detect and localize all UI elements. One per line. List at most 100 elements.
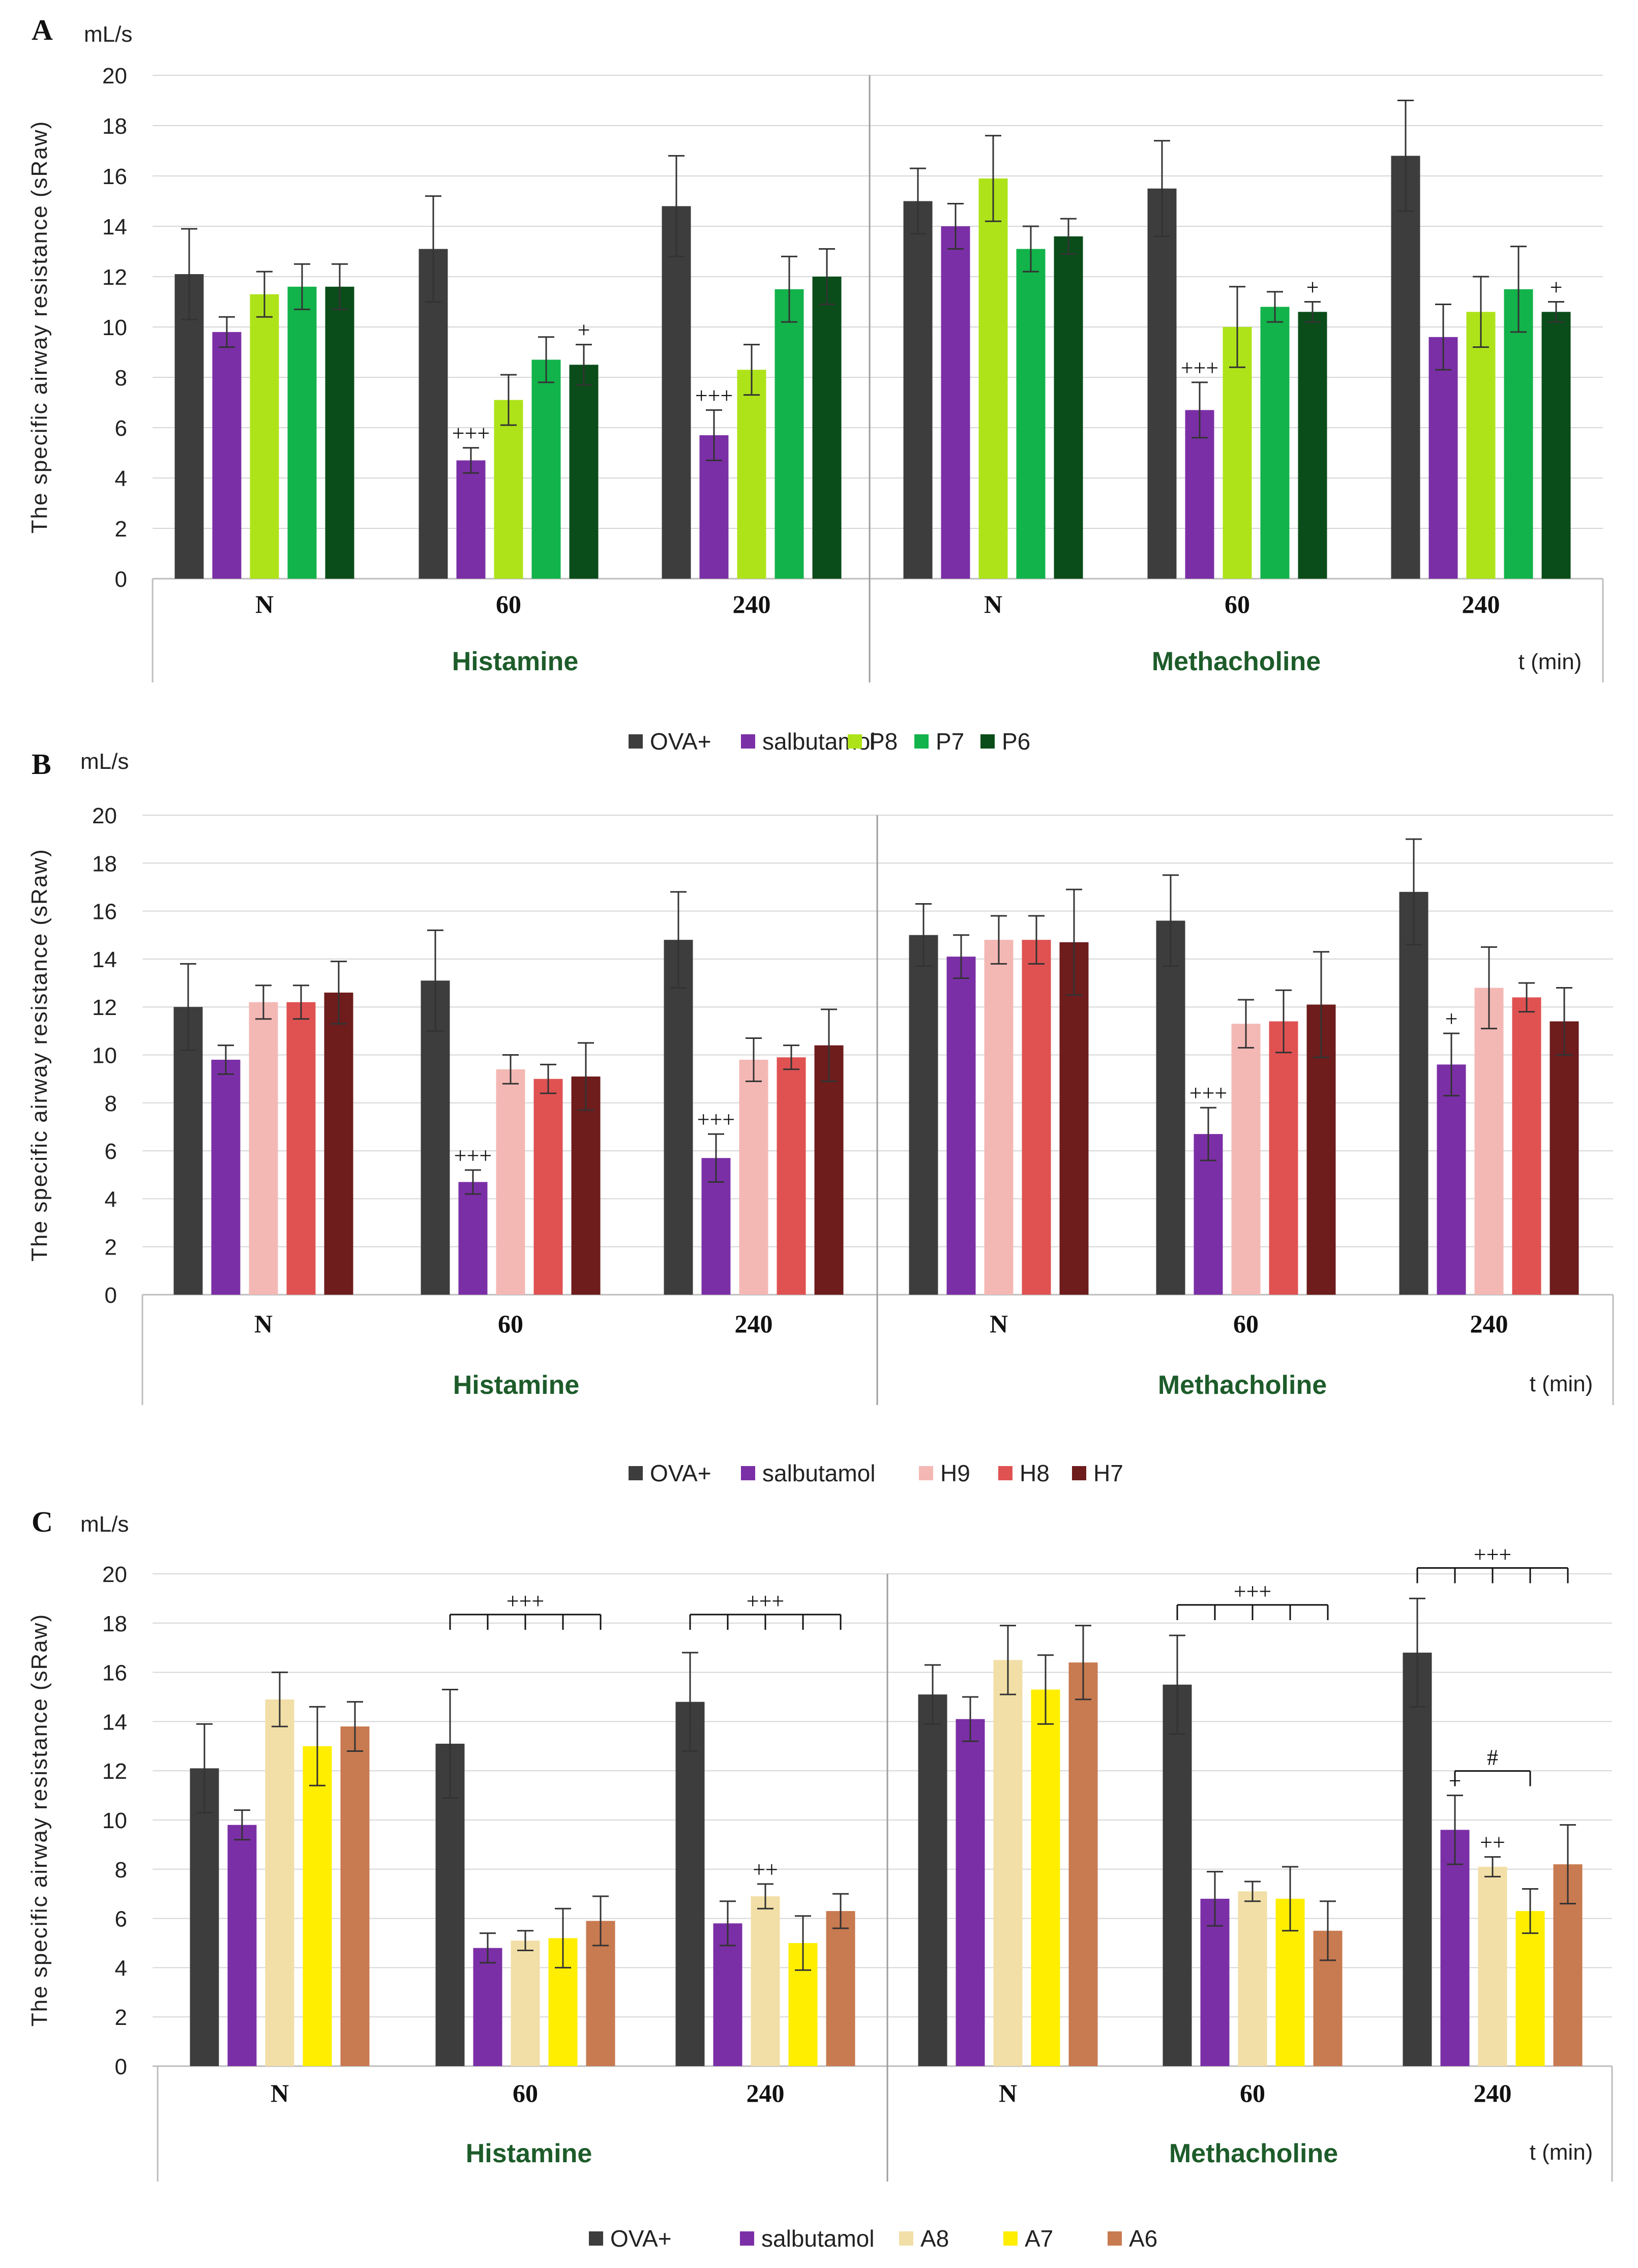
bar-ova xyxy=(675,1702,705,2066)
bar-salbutamol xyxy=(212,332,242,579)
legend-swatch xyxy=(899,2231,913,2246)
significance-mark: +++ xyxy=(1189,1081,1227,1106)
bar-salbutamol xyxy=(227,1825,257,2066)
bar-p6 xyxy=(1298,312,1327,579)
bar-a8 xyxy=(751,1896,780,2066)
bar-salbutamol xyxy=(946,957,976,1295)
y-tick-label: 10 xyxy=(102,1808,127,1833)
bar-ova xyxy=(903,201,933,579)
category-label: N xyxy=(271,2079,289,2107)
category-label: 60 xyxy=(1233,1309,1259,1338)
category-label: 240 xyxy=(1462,590,1500,618)
bar-h7 xyxy=(1059,942,1089,1295)
bar-p6 xyxy=(325,286,354,579)
bar-ova xyxy=(918,1694,947,2066)
group-label: Methacholine xyxy=(1169,2139,1338,2168)
bar-h8 xyxy=(286,1002,316,1295)
significance-mark: + xyxy=(1306,275,1319,300)
bar-p8 xyxy=(1223,327,1252,579)
y-unit: mL/s xyxy=(80,749,129,774)
bar-p6 xyxy=(1054,236,1083,579)
y-axis-label: The specific airway resistance (sRaw) xyxy=(27,121,52,533)
category-label: 60 xyxy=(498,1309,523,1338)
bar-a6 xyxy=(1068,1662,1098,2066)
y-tick-label: 20 xyxy=(102,64,127,88)
category-label: 60 xyxy=(1240,2079,1265,2107)
category-label: 60 xyxy=(513,2079,538,2107)
legend-label: A7 xyxy=(1025,2225,1053,2252)
y-tick-label: 16 xyxy=(102,1661,127,1686)
y-tick-label: 2 xyxy=(105,1235,117,1260)
bar-h9 xyxy=(1231,1024,1261,1295)
y-tick-label: 6 xyxy=(115,416,127,441)
legend-swatch xyxy=(629,734,643,749)
legend-swatch xyxy=(848,734,862,749)
y-tick-label: 0 xyxy=(115,2054,127,2079)
category-label: 240 xyxy=(747,2079,785,2107)
y-tick-label: 20 xyxy=(92,803,117,828)
bar-h9 xyxy=(249,1002,278,1295)
legend-swatch xyxy=(741,734,755,749)
x-unit-label: t (min) xyxy=(1530,2140,1593,2165)
bar-h9 xyxy=(739,1059,768,1295)
legend-swatch xyxy=(914,734,929,749)
bar-a6 xyxy=(340,1726,370,2066)
y-tick-label: 8 xyxy=(115,366,127,391)
y-tick-label: 2 xyxy=(115,2005,127,2030)
y-tick-label: 0 xyxy=(115,567,127,592)
bracket-label: +++ xyxy=(1234,1579,1271,1604)
y-tick-label: 2 xyxy=(115,517,127,542)
bar-ova xyxy=(664,940,693,1295)
category-label: 240 xyxy=(1470,1309,1508,1338)
legend-label: OVA+ xyxy=(650,728,711,755)
category-label: N xyxy=(984,590,1002,618)
y-tick-label: 20 xyxy=(102,1562,127,1587)
legend-swatch xyxy=(629,1466,643,1480)
bar-ova xyxy=(1391,156,1420,579)
bar-a6 xyxy=(826,1911,855,2066)
bar-salbutamol xyxy=(211,1059,241,1295)
bar-a7 xyxy=(1515,1911,1545,2066)
y-tick-label: 14 xyxy=(92,947,117,972)
y-tick-label: 12 xyxy=(102,1759,127,1784)
bar-p8 xyxy=(737,370,766,579)
significance-mark: +++ xyxy=(1181,355,1218,380)
x-unit-label: t (min) xyxy=(1518,649,1582,674)
x-unit-label: t (min) xyxy=(1530,1371,1593,1396)
legend-swatch xyxy=(919,1466,933,1480)
bar-salbutamol xyxy=(1200,1898,1230,2066)
bar-p8 xyxy=(494,400,523,579)
bar-a7 xyxy=(1031,1689,1060,2066)
legend-label: salbutamol xyxy=(762,1460,875,1486)
legend-swatch xyxy=(1108,2231,1122,2246)
significance-mark: +++ xyxy=(454,1143,492,1168)
significance-mark: +++ xyxy=(697,1107,735,1132)
bar-h7 xyxy=(814,1045,844,1295)
bar-h8 xyxy=(533,1079,563,1295)
bar-h9 xyxy=(984,940,1014,1295)
legend-label: A8 xyxy=(920,2225,949,2252)
legend-label: H8 xyxy=(1020,1460,1050,1486)
bar-a8 xyxy=(265,1699,294,2066)
bar-p8 xyxy=(250,294,279,579)
bar-h8 xyxy=(777,1057,806,1295)
category-label: 240 xyxy=(733,590,771,618)
y-tick-label: 4 xyxy=(115,1956,127,1981)
group-label: Methacholine xyxy=(1152,647,1321,676)
bar-p8 xyxy=(1466,312,1496,579)
bar-salbutamol xyxy=(458,1182,488,1295)
y-tick-label: 16 xyxy=(102,164,127,189)
legend-label: P8 xyxy=(869,728,898,755)
bar-h9 xyxy=(1474,988,1504,1295)
legend-swatch xyxy=(1003,2231,1018,2246)
significance-mark: +++ xyxy=(452,421,490,446)
significance-mark: + xyxy=(578,318,590,343)
y-tick-label: 8 xyxy=(115,1858,127,1883)
significance-mark: + xyxy=(1445,1006,1458,1031)
legend-label: salbutamol xyxy=(761,2225,874,2252)
legend-label: H7 xyxy=(1093,1460,1123,1486)
category-label: 60 xyxy=(496,590,521,618)
